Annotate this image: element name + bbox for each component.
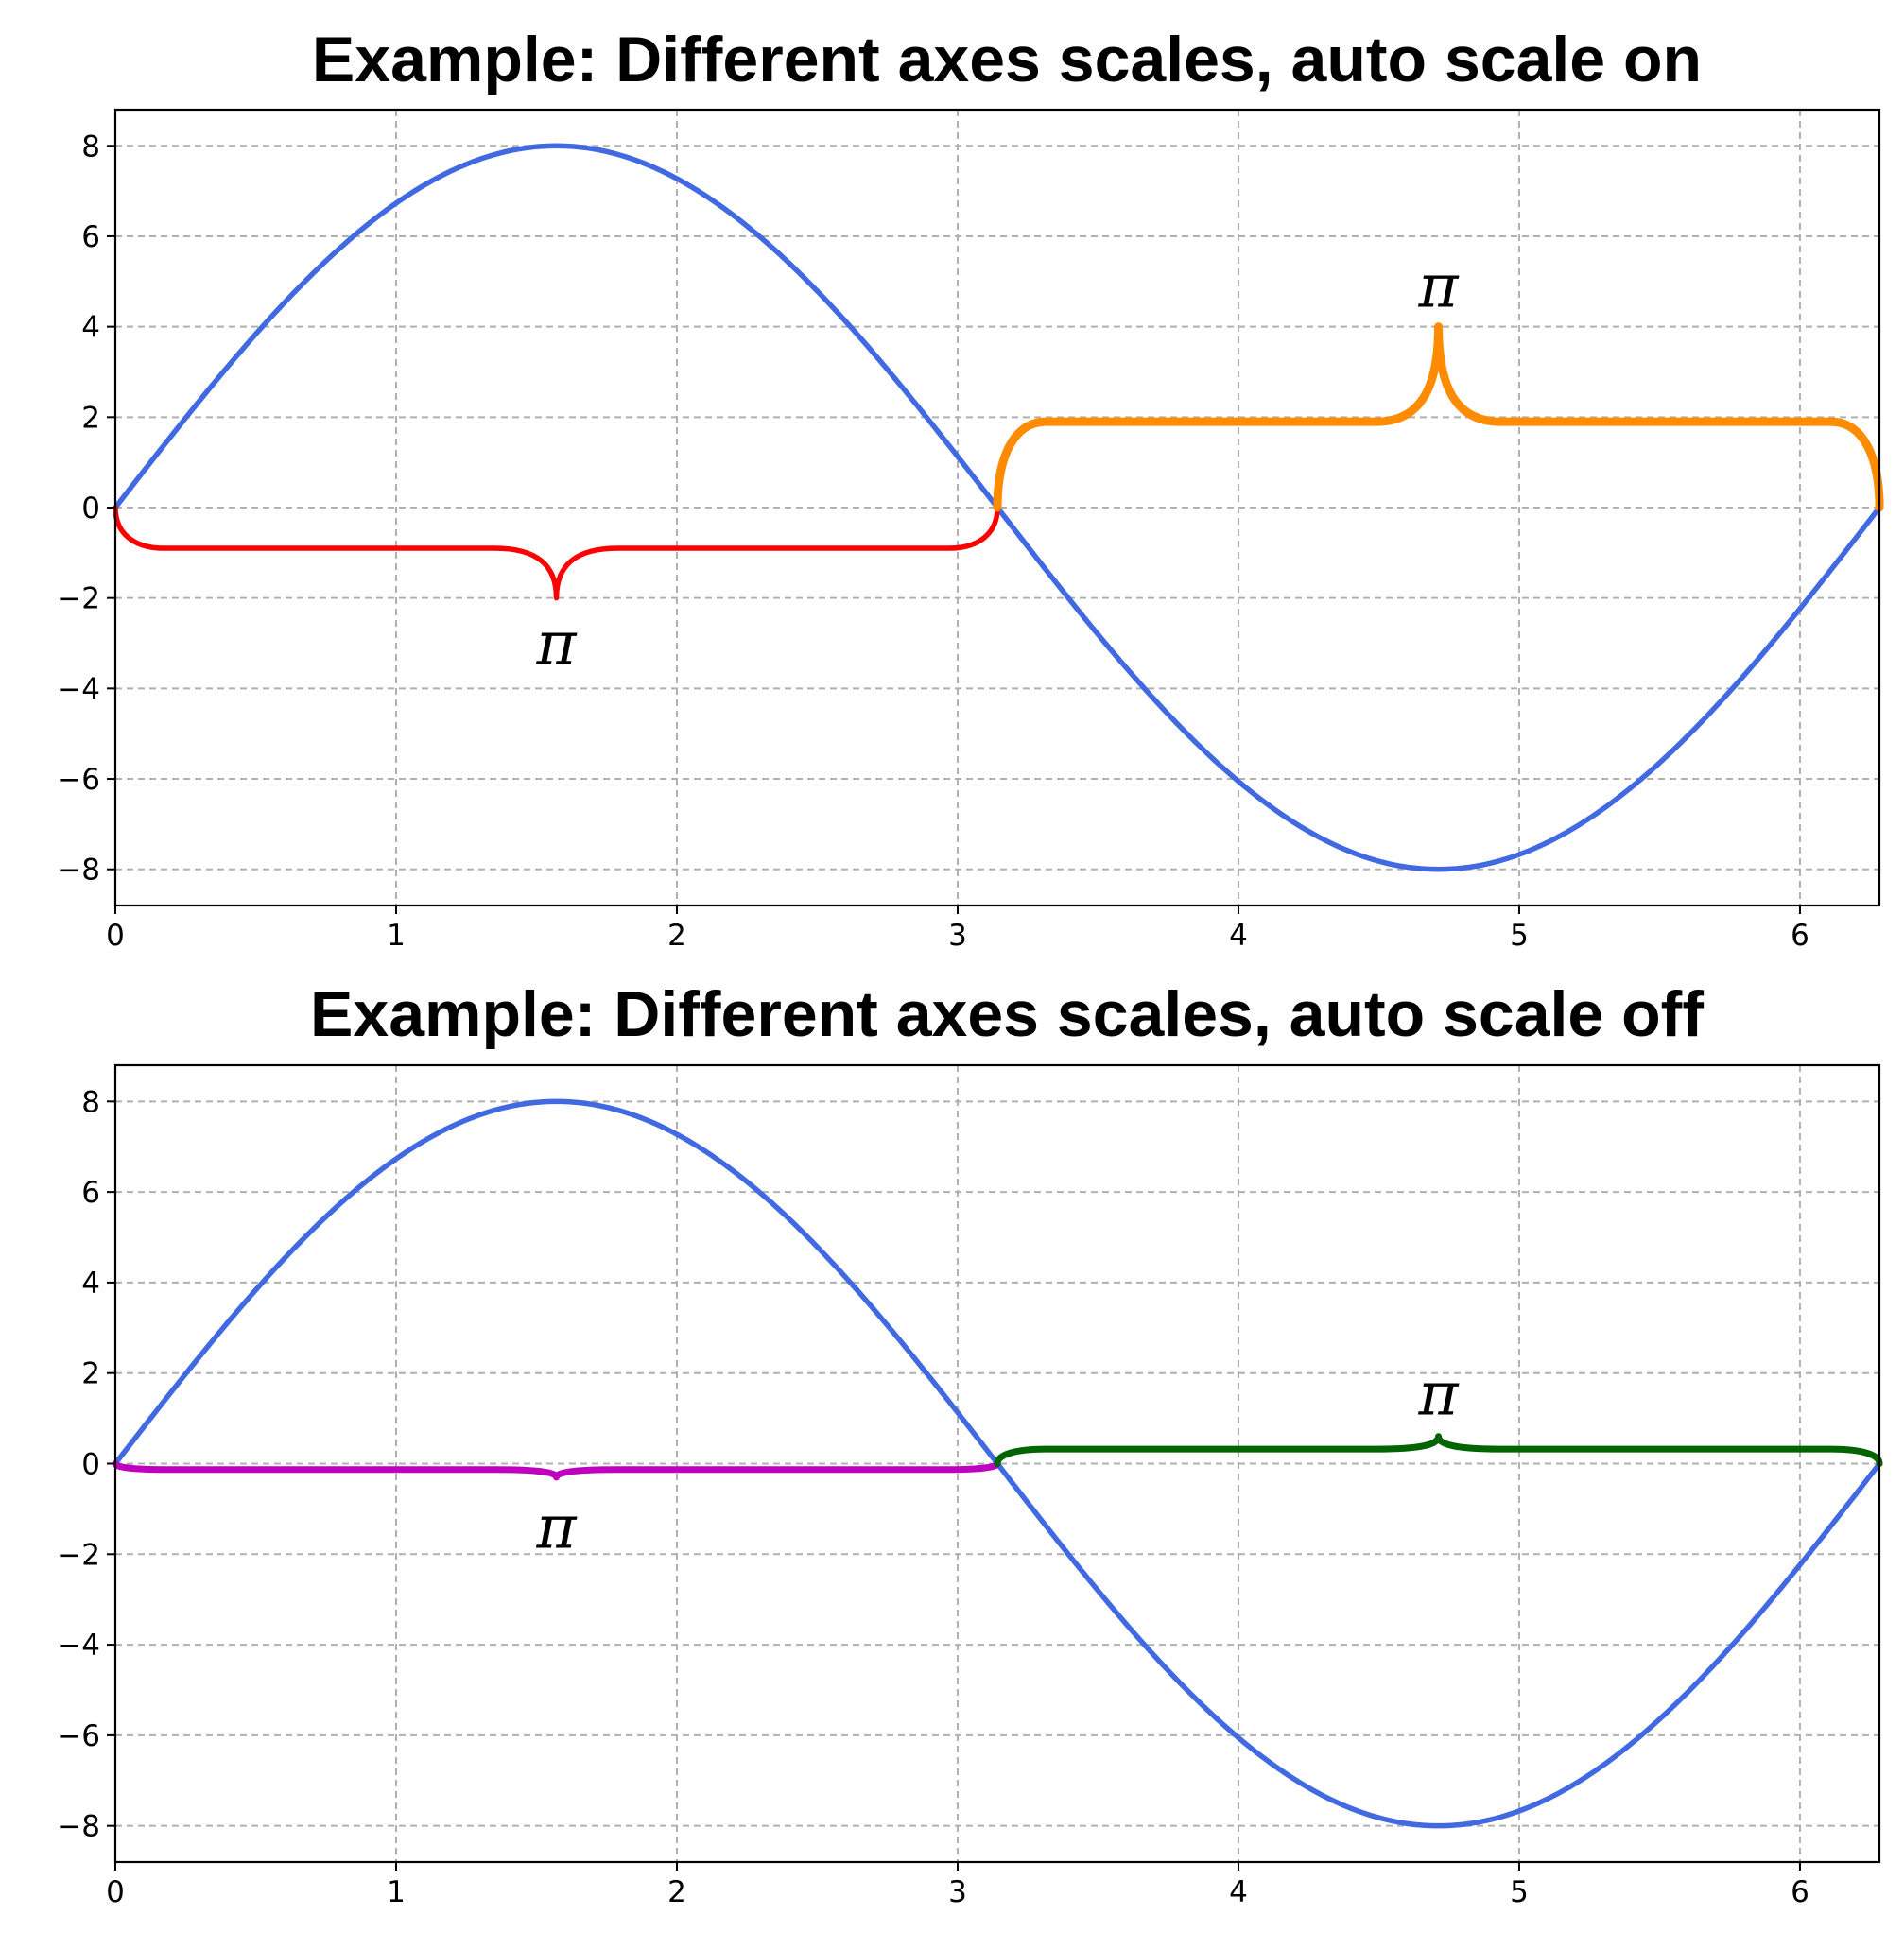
- brace-down: [112, 1460, 1001, 1481]
- y-tick-label: −2: [57, 582, 100, 616]
- x-tick-label: 3: [948, 1875, 967, 1909]
- y-tick-label: 6: [81, 1176, 100, 1210]
- y-tick-label: 2: [81, 401, 100, 435]
- subplot-top: Example: Different axes scales, auto sca…: [57, 24, 1884, 953]
- y-tick-label: −2: [57, 1538, 100, 1572]
- y-tick-label: 0: [81, 492, 100, 526]
- subplot-bottom: Example: Different axes scales, auto sca…: [57, 978, 1883, 1909]
- y-tick-label: 0: [81, 1448, 100, 1482]
- brace-down: [113, 505, 1000, 601]
- subplot-title: Example: Different axes scales, auto sca…: [312, 24, 1702, 95]
- y-tick-label: −6: [57, 763, 100, 797]
- y-tick-label: −6: [57, 1719, 100, 1753]
- x-tick-label: 6: [1791, 919, 1809, 953]
- brace-label: π: [1418, 252, 1460, 322]
- brace-label: π: [535, 1493, 577, 1563]
- y-tick-label: 2: [81, 1357, 100, 1391]
- x-tick-label: 4: [1229, 919, 1248, 953]
- y-tick-label: 6: [81, 220, 100, 254]
- y-tick-label: 8: [81, 129, 100, 164]
- brace-up: [993, 322, 1884, 512]
- y-tick-label: 4: [81, 1267, 100, 1301]
- x-tick-label: 2: [667, 919, 686, 953]
- x-tick-label: 1: [387, 919, 406, 953]
- x-tick-label: 0: [106, 1875, 125, 1909]
- y-tick-label: −4: [57, 672, 100, 706]
- y-tick-label: 4: [81, 311, 100, 345]
- x-tick-label: 4: [1229, 1875, 1248, 1909]
- x-tick-label: 1: [387, 1875, 406, 1909]
- y-tick-label: 8: [81, 1085, 100, 1119]
- brace-label: π: [1418, 1359, 1460, 1429]
- x-tick-label: 3: [948, 919, 967, 953]
- x-tick-label: 5: [1510, 919, 1529, 953]
- y-tick-label: −4: [57, 1629, 100, 1663]
- x-tick-label: 5: [1510, 1875, 1529, 1909]
- subplot-title: Example: Different axes scales, auto sca…: [310, 978, 1704, 1050]
- x-tick-label: 2: [667, 1875, 686, 1909]
- brace-up: [994, 1433, 1883, 1467]
- brace-label: π: [535, 610, 577, 680]
- x-tick-label: 0: [106, 919, 125, 953]
- y-tick-label: −8: [57, 1810, 100, 1844]
- x-tick-label: 6: [1791, 1875, 1809, 1909]
- y-tick-label: −8: [57, 854, 100, 888]
